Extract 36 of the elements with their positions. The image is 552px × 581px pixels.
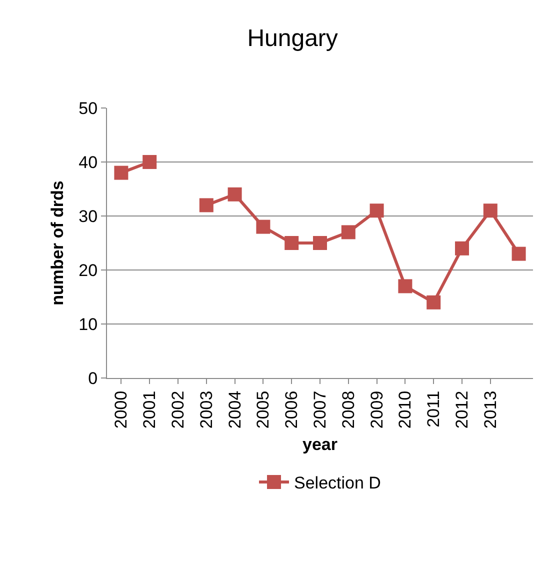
point — [341, 225, 356, 240]
point — [398, 279, 412, 294]
y-tick-label: 20 — [78, 260, 98, 280]
x-tick-label: 2008 — [338, 390, 358, 429]
point — [199, 198, 214, 212]
x-tick-label: 2002 — [168, 390, 188, 429]
point — [284, 236, 299, 250]
chart-title: Hungary — [247, 24, 338, 52]
point — [256, 220, 270, 234]
x-tick-label: 2012 — [452, 390, 472, 429]
x-tick-label: 2013 — [480, 390, 500, 429]
x-tick-label: 2009 — [367, 390, 386, 429]
y-tick-label: 30 — [78, 206, 98, 226]
point — [228, 187, 242, 202]
point — [426, 295, 441, 310]
x-tick-label: 2007 — [310, 390, 330, 429]
x-tick-label: 2011 — [424, 390, 444, 428]
x-tick-label: 2004 — [225, 390, 244, 429]
x-tick-label: 2005 — [254, 390, 273, 429]
point — [512, 246, 526, 261]
x-tick-label: 2003 — [196, 390, 216, 429]
x-tick-label: 2006 — [282, 390, 302, 429]
point — [370, 204, 384, 218]
y-tick-label: 40 — [78, 152, 98, 172]
x-tick-label: 2000 — [112, 390, 131, 429]
point — [483, 204, 498, 218]
legend-label: Selection D — [294, 474, 381, 493]
y-tick-label: 10 — [78, 314, 98, 334]
point — [313, 236, 327, 250]
y-tick-label: 0 — [88, 368, 98, 388]
point — [455, 241, 469, 256]
y-tick-label: 50 — [78, 98, 98, 118]
x-tick-label: 2001 — [140, 390, 160, 429]
x-tick-label: 2010 — [396, 390, 415, 429]
y-axis-title: number of drds — [48, 180, 68, 306]
x-axis-title: year — [302, 435, 338, 454]
